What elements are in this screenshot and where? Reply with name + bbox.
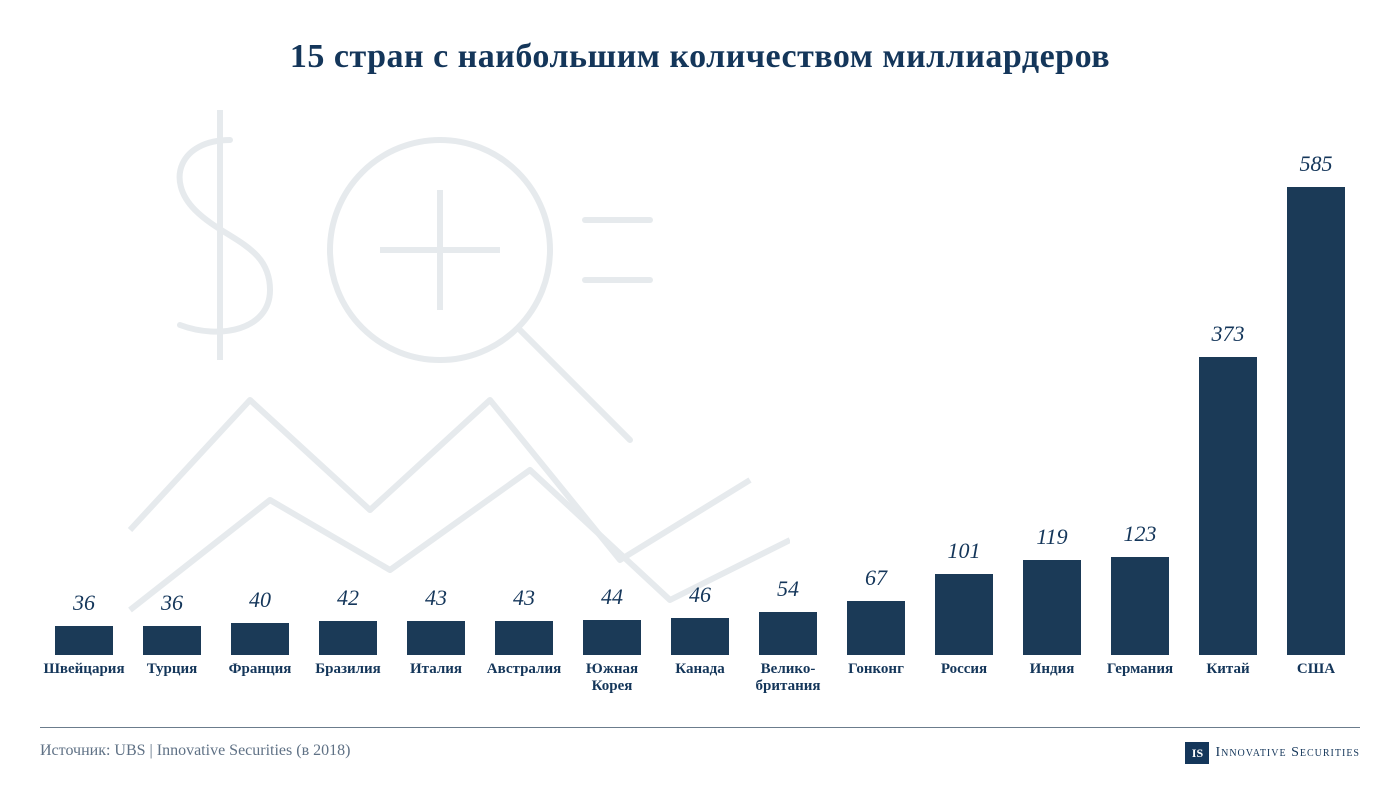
bar-value-label: 43 xyxy=(513,585,535,611)
bar xyxy=(495,621,553,655)
bar-slot: 46 xyxy=(656,582,744,655)
bar-slot: 43 xyxy=(392,585,480,655)
bar-value-label: 101 xyxy=(948,538,981,564)
bar-slot: 44 xyxy=(568,584,656,655)
x-axis-label: США xyxy=(1272,655,1360,700)
bar-value-label: 46 xyxy=(689,582,711,608)
x-axis-label: Бразилия xyxy=(304,655,392,700)
bar-value-label: 44 xyxy=(601,584,623,610)
bar xyxy=(143,626,201,655)
bar-slot: 123 xyxy=(1096,521,1184,655)
x-axis-label: Китай xyxy=(1184,655,1272,700)
bar xyxy=(55,626,113,655)
x-axis-label: Австралия xyxy=(480,655,568,700)
bar-value-label: 43 xyxy=(425,585,447,611)
x-axis-label: Россия xyxy=(920,655,1008,700)
bar xyxy=(1023,560,1081,655)
source-text: Источник: UBS | Innovative Securities (в… xyxy=(40,742,350,760)
x-axis-label: Гонконг xyxy=(832,655,920,700)
bar xyxy=(1111,557,1169,655)
bar-slot: 40 xyxy=(216,587,304,655)
bar-value-label: 67 xyxy=(865,565,887,591)
bar xyxy=(671,618,729,655)
x-axis-label: Велико- британия xyxy=(744,655,832,700)
bar-slot: 119 xyxy=(1008,524,1096,655)
bar-value-label: 123 xyxy=(1124,521,1157,547)
brand-text: Innovative Securities xyxy=(1215,745,1360,761)
bar-value-label: 36 xyxy=(161,590,183,616)
bar-value-label: 54 xyxy=(777,576,799,602)
bar-slot: 36 xyxy=(128,590,216,655)
bar-slot: 43 xyxy=(480,585,568,655)
bar-slot: 373 xyxy=(1184,321,1272,655)
bar-chart: 36 36 40 42 43 43 44 46 54 67 101 119 123 373 585 Швей… xyxy=(40,140,1360,700)
bar-value-label: 119 xyxy=(1036,524,1067,550)
bar xyxy=(759,612,817,655)
x-axis-label: Германия xyxy=(1096,655,1184,700)
chart-page: 15 стран с наибольшим количеством миллиа… xyxy=(0,0,1400,788)
bar xyxy=(319,621,377,655)
bar-slot: 67 xyxy=(832,565,920,655)
bar xyxy=(847,601,905,655)
bar-value-label: 373 xyxy=(1212,321,1245,347)
brand-logo: IS Innovative Securities xyxy=(1185,742,1360,764)
bar-slot: 585 xyxy=(1272,151,1360,655)
bar-value-label: 42 xyxy=(337,585,359,611)
x-axis-labels: ШвейцарияТурцияФранцияБразилияИталияАвст… xyxy=(40,655,1360,700)
bar xyxy=(935,574,993,655)
x-axis-label: Турция xyxy=(128,655,216,700)
bar xyxy=(583,620,641,655)
x-axis-label: Индия xyxy=(1008,655,1096,700)
bar-slot: 36 xyxy=(40,590,128,655)
bar-slot: 42 xyxy=(304,585,392,655)
bar-value-label: 585 xyxy=(1300,151,1333,177)
x-axis-label: Италия xyxy=(392,655,480,700)
bar xyxy=(1287,187,1345,655)
bar-value-label: 36 xyxy=(73,590,95,616)
bar xyxy=(1199,357,1257,655)
x-axis-label: Канада xyxy=(656,655,744,700)
bar xyxy=(407,621,465,655)
footer-rule xyxy=(40,727,1360,728)
brand-badge: IS xyxy=(1185,742,1209,764)
bar-value-label: 40 xyxy=(249,587,271,613)
page-title: 15 стран с наибольшим количеством миллиа… xyxy=(0,38,1400,76)
x-axis-label: Южная Корея xyxy=(568,655,656,700)
x-axis-label: Франция xyxy=(216,655,304,700)
bars-container: 36 36 40 42 43 43 44 46 54 67 101 119 123 373 585 xyxy=(40,140,1360,655)
bar-slot: 54 xyxy=(744,576,832,655)
bar-slot: 101 xyxy=(920,538,1008,655)
x-axis-label: Швейцария xyxy=(40,655,128,700)
bar xyxy=(231,623,289,655)
